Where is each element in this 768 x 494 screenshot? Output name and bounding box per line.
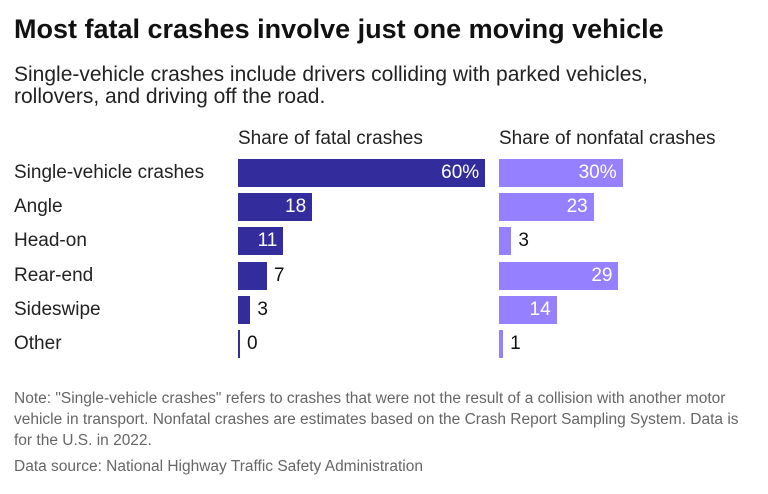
category-label: Sideswipe (14, 298, 101, 320)
data-label: 30% (578, 162, 617, 183)
data-label: 29 (591, 264, 613, 286)
bar (499, 295, 557, 324)
category-label: Angle (14, 196, 63, 218)
bar (499, 330, 504, 358)
category-label: Rear-end (14, 264, 94, 286)
bar (499, 159, 623, 187)
data-label: 3 (257, 298, 268, 320)
data-label: 1 (510, 333, 521, 354)
bar (499, 261, 619, 290)
bar (238, 261, 267, 290)
bar (238, 330, 240, 358)
data-label: 0 (247, 333, 258, 354)
data-label: 60% (441, 162, 480, 183)
bar (238, 295, 251, 324)
category-label: Other (14, 333, 62, 354)
series-header-1: Share of nonfatal crashes (499, 128, 716, 149)
bar (499, 193, 594, 222)
data-label: 23 (566, 196, 588, 218)
category-label: Head-on (14, 230, 87, 252)
category-label: Single-vehicle crashes (14, 162, 205, 183)
bar (499, 227, 512, 256)
bar (238, 193, 313, 222)
chart-note: Note: "Single-vehicle crashes" refers to… (14, 390, 739, 449)
data-source: Data source: National Highway Traffic Sa… (14, 458, 423, 475)
data-label: 14 (529, 298, 551, 320)
data-label: 18 (285, 196, 307, 218)
chart-title: Most fatal crashes involve just one movi… (14, 14, 664, 44)
bar (238, 159, 486, 187)
data-label: 11 (257, 230, 278, 252)
bar (238, 227, 284, 256)
data-label: 3 (518, 230, 529, 252)
series-header-0: Share of fatal crashes (238, 128, 423, 149)
data-label: 7 (273, 264, 285, 286)
chart-subtitle: Single-vehicle crashes include drivers c… (14, 63, 648, 108)
